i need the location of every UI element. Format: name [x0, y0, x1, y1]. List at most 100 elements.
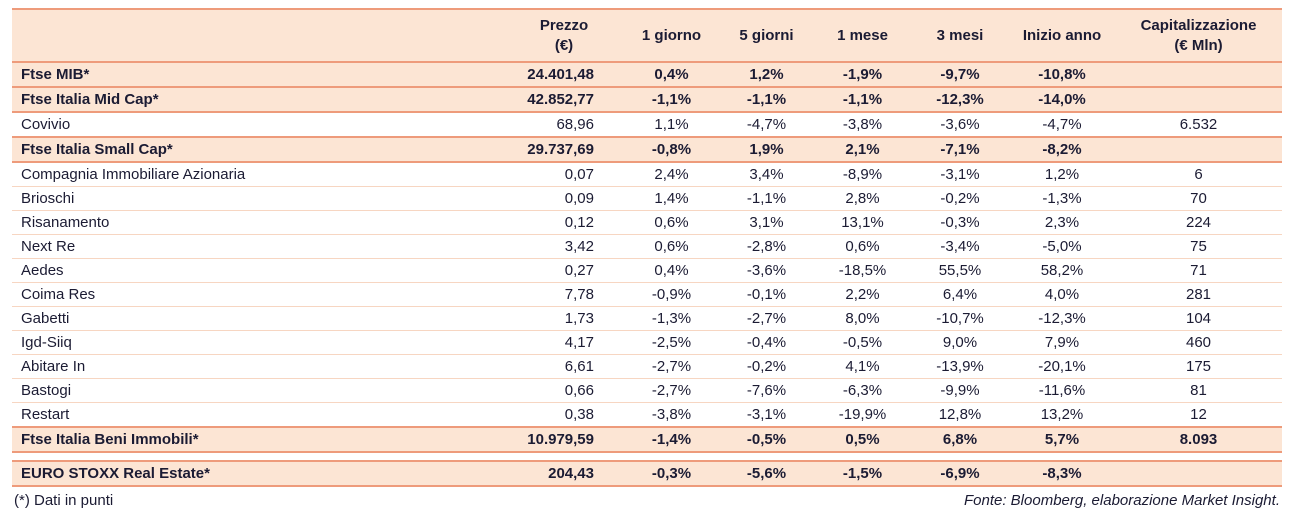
euro-stoxx-table: EURO STOXX Real Estate* 204,43 -0,3% -5,6% -…: [12, 460, 1282, 487]
cell-prezzo: 0,38: [564, 406, 594, 423]
cell-capitalizzazione: 81: [1190, 382, 1207, 399]
header-1-giorno: 1 giorno: [624, 9, 719, 63]
cell-capitalizzazione: 75: [1190, 238, 1207, 255]
header-5-giorni: 5 giorni: [719, 9, 814, 63]
cell-1-giorno: -2,7%: [651, 382, 692, 399]
cell-1-mese: -1,9%: [842, 66, 883, 83]
footnote: (*) Dati in punti: [14, 492, 114, 509]
stock-row: Aedes 0,27 0,4% -3,6% -18,5% 55,5% 58,2% 71: [12, 259, 1282, 283]
cell-3-mesi: 55,5%: [938, 262, 982, 279]
cell-3-mesi: 6,4%: [942, 286, 978, 303]
cell-prezzo: 0,66: [564, 382, 594, 399]
cell-inizio-anno: -11,6%: [1038, 382, 1086, 399]
cell-3-mesi: 12,8%: [938, 406, 982, 423]
source-note: Fonte: Bloomberg, elaborazione Market In…: [963, 492, 1280, 509]
cell-5-giorni: -4,7%: [746, 116, 787, 133]
footer: (*) Dati in punti Fonte: Bloomberg, elab…: [12, 487, 1282, 509]
cell-inizio-anno: -8,3%: [1042, 465, 1082, 482]
cell-1-giorno: -1,1%: [651, 91, 692, 108]
cell-1-giorno: 0,4%: [654, 262, 689, 279]
cell-prezzo: 4,17: [564, 334, 594, 351]
cell-prezzo: 68,96: [556, 116, 594, 133]
cell-name: Restart: [21, 406, 70, 423]
cell-3-mesi: -12,3%: [936, 91, 984, 108]
cell-1-mese: -18,5%: [838, 262, 887, 279]
cell-3-mesi: -9,7%: [940, 66, 980, 83]
index-row: Ftse MIB* 24.401,48 0,4% 1,2% -1,9% -9,7% -10,…: [12, 62, 1282, 87]
cell-prezzo: 7,78: [564, 286, 594, 303]
cell-1-mese: -0,5%: [842, 334, 883, 351]
cell-3-mesi: 6,8%: [942, 431, 978, 448]
cell-name: Abitare In: [21, 358, 86, 375]
cell-1-giorno: -2,5%: [651, 334, 692, 351]
header-prezzo: Prezzo (€): [504, 9, 624, 63]
cell-capitalizzazione: [1115, 87, 1282, 112]
cell-capitalizzazione: 12: [1190, 406, 1207, 423]
cell-5-giorni: -1,1%: [746, 91, 787, 108]
table-header: Prezzo (€) 1 giorno 5 giorni 1 mese 3 me…: [12, 9, 1282, 63]
cell-1-mese: 2,8%: [845, 190, 880, 207]
cell-inizio-anno: 2,3%: [1044, 214, 1080, 231]
stock-row: Compagnia Immobiliare Azionaria 0,07 2,4% 3…: [12, 162, 1282, 187]
cell-1-giorno: -3,8%: [651, 406, 692, 423]
cell-1-mese: 0,6%: [845, 238, 880, 255]
cell-name: Risanamento: [21, 214, 110, 231]
cell-name: EURO STOXX Real Estate*: [21, 465, 210, 482]
cell-prezzo: 204,43: [548, 465, 594, 482]
cell-3-mesi: -3,1%: [940, 166, 980, 183]
cell-name: Ftse Italia Beni Immobili*: [21, 431, 199, 448]
cell-1-mese: 4,1%: [845, 358, 880, 375]
cell-name: Compagnia Immobiliare Azionaria: [21, 166, 246, 183]
header-3-mesi: 3 mesi: [911, 9, 1009, 63]
cell-3-mesi: -3,4%: [940, 238, 980, 255]
cell-inizio-anno: -4,7%: [1042, 116, 1082, 133]
stock-row: Covivio 68,96 1,1% -4,7% -3,8% -3,6% -4,7% 6.53…: [12, 112, 1282, 137]
cell-1-giorno: 1,1%: [654, 116, 689, 133]
cell-1-giorno: -1,4%: [651, 431, 692, 448]
cell-prezzo: 3,42: [564, 238, 594, 255]
cell-name: Igd-Siiq: [21, 334, 72, 351]
cell-prezzo: 10.979,59: [527, 431, 594, 448]
cell-name: Bastogi: [21, 382, 72, 399]
cell-inizio-anno: 58,2%: [1040, 262, 1084, 279]
cell-1-mese: -1,5%: [842, 465, 883, 482]
cell-capitalizzazione: 281: [1185, 286, 1212, 303]
stock-row: Risanamento 0,12 0,6% 3,1% 13,1% -0,3% 2,3% 224: [12, 211, 1282, 235]
cell-3-mesi: -3,6%: [940, 116, 980, 133]
cell-name: Brioschi: [21, 190, 75, 207]
cell-capitalizzazione: [1115, 461, 1282, 486]
header-name: [12, 9, 504, 63]
cell-1-mese: -8,9%: [842, 166, 883, 183]
stock-row: Bastogi 0,66 -2,7% -7,6% -6,3% -9,9% -11,6% 81: [12, 379, 1282, 403]
cell-3-mesi: -10,7%: [936, 310, 984, 327]
cell-1-giorno: -0,3%: [651, 465, 692, 482]
cell-1-mese: -19,9%: [838, 406, 887, 423]
cell-3-mesi: -9,9%: [940, 382, 980, 399]
cell-capitalizzazione: [1115, 62, 1282, 87]
header-1-mese: 1 mese: [814, 9, 911, 63]
cell-inizio-anno: 1,2%: [1044, 166, 1080, 183]
cell-name: Covivio: [21, 116, 71, 133]
cell-prezzo: 6,61: [564, 358, 594, 375]
cell-prezzo: 29.737,69: [527, 141, 594, 158]
cell-prezzo: 0,12: [564, 214, 594, 231]
cell-5-giorni: 1,9%: [749, 141, 784, 158]
cell-inizio-anno: -10,8%: [1038, 66, 1086, 83]
cell-capitalizzazione: 6.532: [1179, 116, 1218, 133]
index-row: Ftse Italia Mid Cap* 42.852,77 -1,1% -1,1% -…: [12, 87, 1282, 112]
cell-capitalizzazione: [1115, 137, 1282, 162]
cell-inizio-anno: 5,7%: [1044, 431, 1080, 448]
cell-5-giorni: -5,6%: [746, 465, 787, 482]
index-row: Ftse Italia Small Cap* 29.737,69 -0,8% 1,9%…: [12, 137, 1282, 162]
stock-row: Brioschi 0,09 1,4% -1,1% 2,8% -0,2% -1,3% 70: [12, 187, 1282, 211]
cell-prezzo: 1,73: [564, 310, 594, 327]
cell-name: Next Re: [21, 238, 76, 255]
index-row: Ftse Italia Beni Immobili* 10.979,59 -1,4%…: [12, 427, 1282, 452]
header-capitalizzazione: Capitalizzazione (€ Mln): [1115, 9, 1282, 63]
cell-3-mesi: -13,9%: [936, 358, 984, 375]
cell-name: Gabetti: [21, 310, 70, 327]
cell-inizio-anno: -1,3%: [1042, 190, 1082, 207]
cell-inizio-anno: -20,1%: [1038, 358, 1086, 375]
stock-row: Abitare In 6,61 -2,7% -0,2% 4,1% -13,9% -20,1%…: [12, 355, 1282, 379]
cell-1-mese: 8,0%: [845, 310, 880, 327]
